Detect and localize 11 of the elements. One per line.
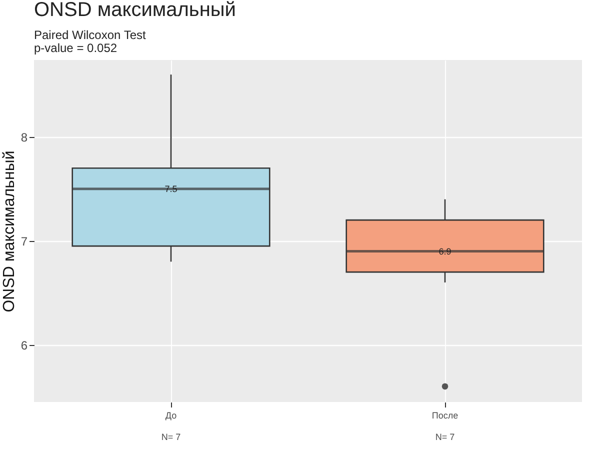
text: N= 7: [435, 432, 455, 442]
chart-subtitle: Paired Wilcoxon Test p-value = 0.052: [34, 28, 146, 55]
x-tick-label: До: [165, 410, 177, 420]
x-tick-label: После: [432, 410, 458, 420]
chart-title: ONSD максимальный: [34, 0, 236, 21]
y-tick-label: 8: [20, 130, 28, 144]
y-tick-label: 6: [20, 338, 28, 352]
y-axis-title: ONSD максимальный: [0, 150, 18, 312]
y-tick-label: 7: [20, 234, 28, 248]
text: N= 7: [161, 432, 181, 442]
text: 6.9: [438, 246, 452, 256]
